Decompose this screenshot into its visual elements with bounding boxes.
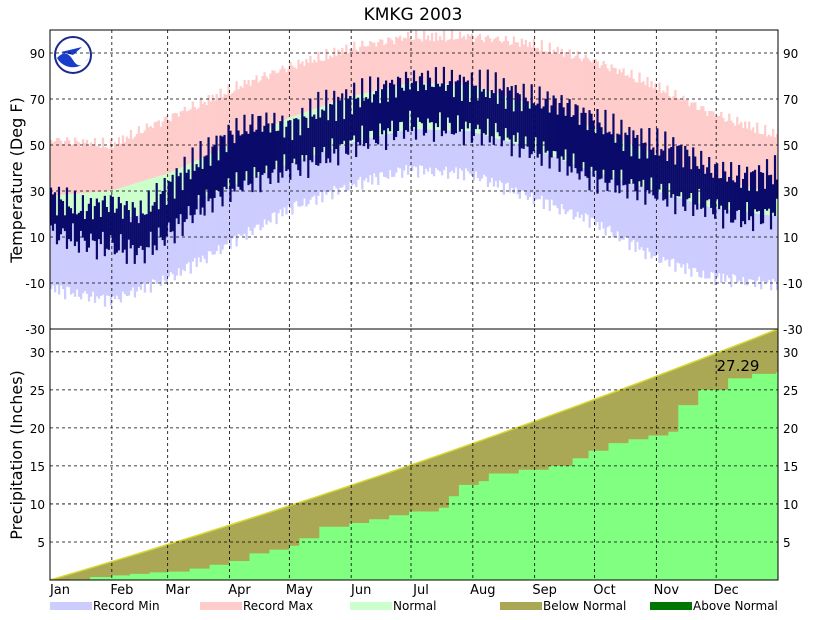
temperature-tick-label-left: 90 <box>30 47 45 61</box>
precipitation-tick-label-right: 10 <box>783 498 798 512</box>
temperature-tick-label-left: 10 <box>30 231 45 245</box>
temperature-tick-label-right: 30 <box>783 185 798 199</box>
month-labels: Jan Feb Mar Apr May Jun Jul Aug Sep Oct Nov Dec <box>49 583 739 598</box>
month-label: Aug <box>470 583 495 598</box>
temperature-tick-label-right: -10 <box>783 277 803 291</box>
precipitation-tick-label-right: 15 <box>783 460 798 474</box>
temperature-tick-label-left: 70 <box>30 93 45 107</box>
legend: Record Min Record Max Normal Below Normal Ab… <box>50 599 778 613</box>
precipitation-axis-label: Precipitation (Inches) <box>7 370 26 540</box>
temperature-tick-label-left: 50 <box>30 139 45 153</box>
temperature-tick-label-right: 10 <box>783 231 798 245</box>
precipitation-tick-labels: 5 5 10 10 15 15 20 20 25 25 30 30 <box>30 346 799 550</box>
temperature-tick-label-right: -30 <box>783 323 803 337</box>
month-label: Mar <box>165 583 190 598</box>
month-label: Nov <box>654 583 680 598</box>
temperature-tick-label-left: -10 <box>25 277 45 291</box>
precipitation-tick-label-left: 10 <box>30 498 45 512</box>
chart-title: KMKG 2003 <box>364 5 463 25</box>
legend-swatch <box>650 602 692 610</box>
precipitation-tick-label-right: 25 <box>783 384 798 398</box>
noaa-logo <box>54 36 92 74</box>
precipitation-tick-label-left: 15 <box>30 460 45 474</box>
legend-label: Record Min <box>93 599 160 613</box>
precipitation-frame <box>49 328 779 581</box>
legend-swatch <box>350 602 392 610</box>
precipitation-grid <box>50 329 778 580</box>
month-label: Dec <box>714 583 739 598</box>
temperature-tick-label-left: -30 <box>25 323 45 337</box>
observed-total-label: 27.29 <box>717 357 760 375</box>
precipitation-tick-label-right: 20 <box>783 422 798 436</box>
precipitation-tick-label-left: 5 <box>37 536 45 550</box>
precipitation-tick-label-right: 30 <box>783 346 798 360</box>
temperature-tick-label-right: 50 <box>783 139 798 153</box>
temperature-tick-labels: -30 -30 -10 -10 10 10 30 30 50 50 70 70 90 90 <box>25 47 802 337</box>
precipitation-tick-label-left: 30 <box>30 346 45 360</box>
month-label: Oct <box>593 583 615 598</box>
precipitation-tick-label-right: 5 <box>783 536 791 550</box>
legend-swatch <box>200 602 242 610</box>
precipitation-panel: 5 5 10 10 15 15 20 20 25 25 30 30 <box>30 328 799 581</box>
legend-label: Above Normal <box>693 599 778 613</box>
month-label: Feb <box>110 583 133 598</box>
normal-precip-line <box>49 328 779 581</box>
month-label: Jan <box>49 583 70 598</box>
observed-precip-area <box>50 372 778 580</box>
temperature-tick-label-right: 90 <box>783 47 798 61</box>
legend-label: Record Max <box>243 599 313 613</box>
month-label: May <box>286 583 313 598</box>
temperature-tick-label-right: 70 <box>783 93 798 107</box>
legend-label: Normal <box>393 599 436 613</box>
month-label: Apr <box>228 583 251 598</box>
month-label: Jul <box>412 583 429 598</box>
legend-label: Below Normal <box>543 599 626 613</box>
legend-swatch <box>50 602 92 610</box>
observed-temperature-series <box>49 66 779 264</box>
precipitation-tick-label-left: 20 <box>30 422 45 436</box>
temperature-axis-label: Temperature (Deg F) <box>7 97 26 264</box>
month-label: Sep <box>532 583 557 598</box>
temperature-panel: -30 -30 -10 -10 10 10 30 30 50 50 70 70 90 90 <box>25 29 803 337</box>
temperature-tick-label-left: 30 <box>30 185 45 199</box>
legend-swatch <box>500 602 542 610</box>
precipitation-tick-label-left: 25 <box>30 384 45 398</box>
month-label: Jun <box>350 583 371 598</box>
